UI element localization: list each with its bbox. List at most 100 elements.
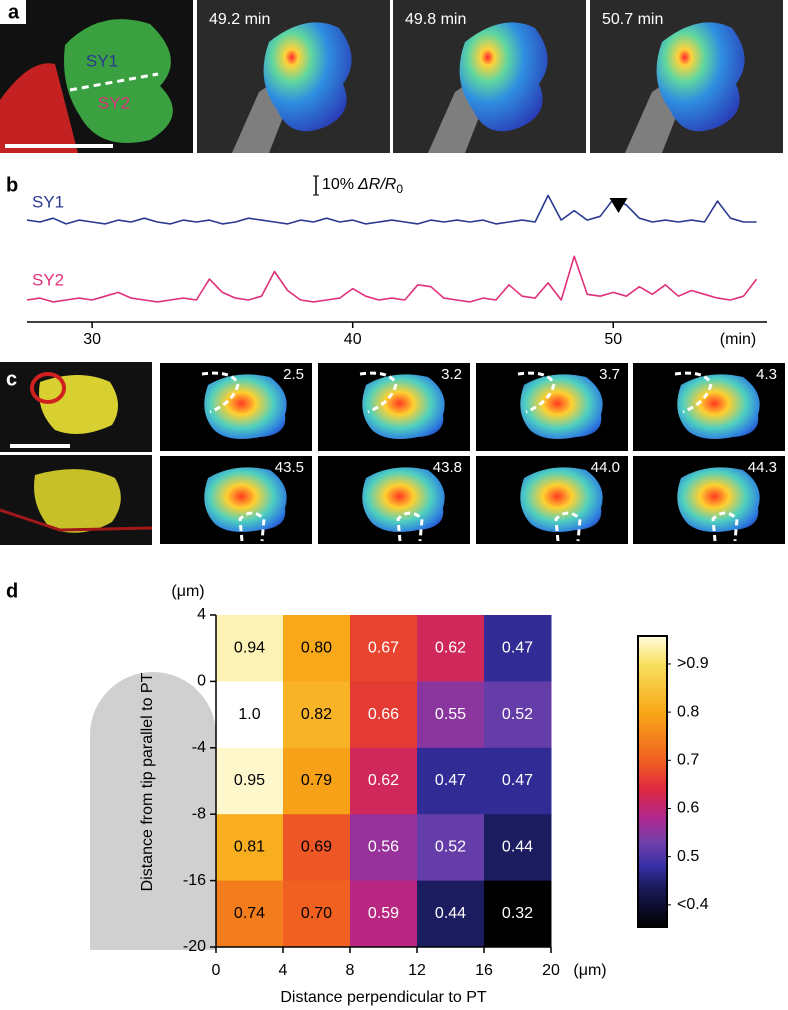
cell-label: 0.81 [234, 839, 265, 856]
heat-cell [283, 615, 351, 682]
heat-cell [417, 814, 485, 882]
time-label: 49.8 min [405, 11, 466, 28]
y-tick-label: -8 [192, 805, 206, 822]
yellow-cell [39, 375, 119, 434]
scale-value: 10% [322, 176, 354, 193]
red-tube [30, 372, 66, 404]
scale-label: 10% ΔR/R0 [322, 176, 403, 196]
trace [26, 255, 758, 303]
x-tick-label: 4 [279, 962, 288, 979]
cell-label: 0.79 [301, 772, 332, 789]
heat-cell [417, 615, 485, 682]
heat-cell [216, 814, 284, 882]
panel-label: a [8, 1, 20, 23]
heat-cell [350, 814, 418, 882]
colorbar-label: >0.9 [677, 655, 709, 672]
dashed-outline [711, 511, 739, 542]
red-tube [0, 63, 78, 153]
cell-label: 0.66 [368, 706, 399, 723]
dashed-outline [674, 371, 713, 414]
cell-label: 0.80 [301, 639, 332, 656]
x-tick-label: 40 [344, 331, 362, 348]
heat-cell [484, 747, 552, 815]
heat-cell [350, 880, 418, 948]
panel-label: c [6, 368, 17, 390]
colorbar-label: 0.7 [677, 752, 699, 769]
x-tick-label: 8 [346, 962, 355, 979]
cell-label: 0.47 [435, 772, 466, 789]
heat-cell [350, 747, 418, 815]
cell-label: 0.52 [502, 706, 533, 723]
heat-cell [350, 681, 418, 749]
legend-label: SY2 [32, 270, 64, 289]
heat-cell [216, 681, 284, 749]
time-label: 43.5 [275, 459, 304, 476]
y-tick-label: -4 [192, 739, 206, 756]
cell-label: 0.62 [435, 639, 466, 656]
x-tick-label: 50 [604, 331, 622, 348]
yellow-cell [34, 469, 121, 533]
y-tick-label: -16 [183, 872, 206, 889]
heat-cell [283, 681, 351, 749]
cell-label: 0.67 [368, 639, 399, 656]
cell-label: 1.0 [238, 706, 260, 723]
cell-label: 0.62 [368, 772, 399, 789]
x-tick-label: 12 [408, 962, 426, 979]
heat-cell [283, 814, 351, 882]
time-label: 3.7 [599, 366, 620, 383]
arrowhead [609, 198, 628, 213]
heat-cell [484, 880, 552, 948]
heat-cell [417, 880, 485, 948]
x-tick-label: 16 [475, 962, 493, 979]
panel-label: d [6, 580, 18, 602]
scale-subscript: 0 [396, 182, 403, 196]
x-unit: (min) [720, 331, 756, 348]
heat-cell [417, 747, 485, 815]
dashed-outline [517, 371, 556, 414]
cell-label: 0.74 [234, 905, 265, 922]
heat-cell [283, 747, 351, 815]
y-tick-label: 0 [197, 673, 206, 690]
scale-quantity: ΔR/R [357, 176, 397, 193]
dashed-outline [238, 511, 266, 542]
colorbar-label: <0.4 [677, 896, 709, 913]
heat-cell [216, 747, 284, 815]
x-axis-title: Distance perpendicular to PT [280, 989, 487, 1006]
trace [26, 194, 757, 225]
heat-cell [484, 814, 552, 882]
dashed-outline [359, 371, 398, 414]
panel-a: SY1 SY2 [0, 0, 783, 153]
colorbar-label: 0.5 [677, 848, 699, 865]
x-tick-label: 30 [83, 331, 101, 348]
label-bg [0, 0, 26, 24]
dashed-outline [554, 511, 582, 542]
cell-label: 0.47 [502, 639, 533, 656]
time-label: 43.8 [433, 459, 462, 476]
y-tick-label: -20 [183, 938, 206, 955]
cell-label: 0.95 [234, 772, 265, 789]
time-label: 3.2 [441, 366, 462, 383]
heat-cell [417, 681, 485, 749]
x-tick-label: 20 [542, 962, 560, 979]
cell-label: 0.69 [301, 839, 332, 856]
heat-cell [484, 615, 552, 682]
cell-label: 0.44 [435, 905, 466, 922]
panel-c [0, 362, 153, 545]
cell-label: 0.82 [301, 706, 332, 723]
cell-label: 0.44 [502, 839, 533, 856]
time-label: 2.5 [283, 366, 304, 383]
dashed-divider [69, 72, 159, 92]
dashed-outline [396, 511, 424, 542]
heat-cell [283, 880, 351, 948]
y-unit: (μm) [171, 583, 204, 600]
cell-label: 0.52 [435, 839, 466, 856]
time-label: 49.2 min [209, 11, 270, 28]
time-label: 50.7 min [602, 11, 663, 28]
cell-label: 0.32 [502, 905, 533, 922]
red-tube [0, 508, 153, 532]
panel-label: b [6, 174, 18, 196]
heat-cell [216, 615, 284, 682]
heat-cell [350, 615, 418, 682]
sy1-label: SY1 [86, 51, 118, 70]
